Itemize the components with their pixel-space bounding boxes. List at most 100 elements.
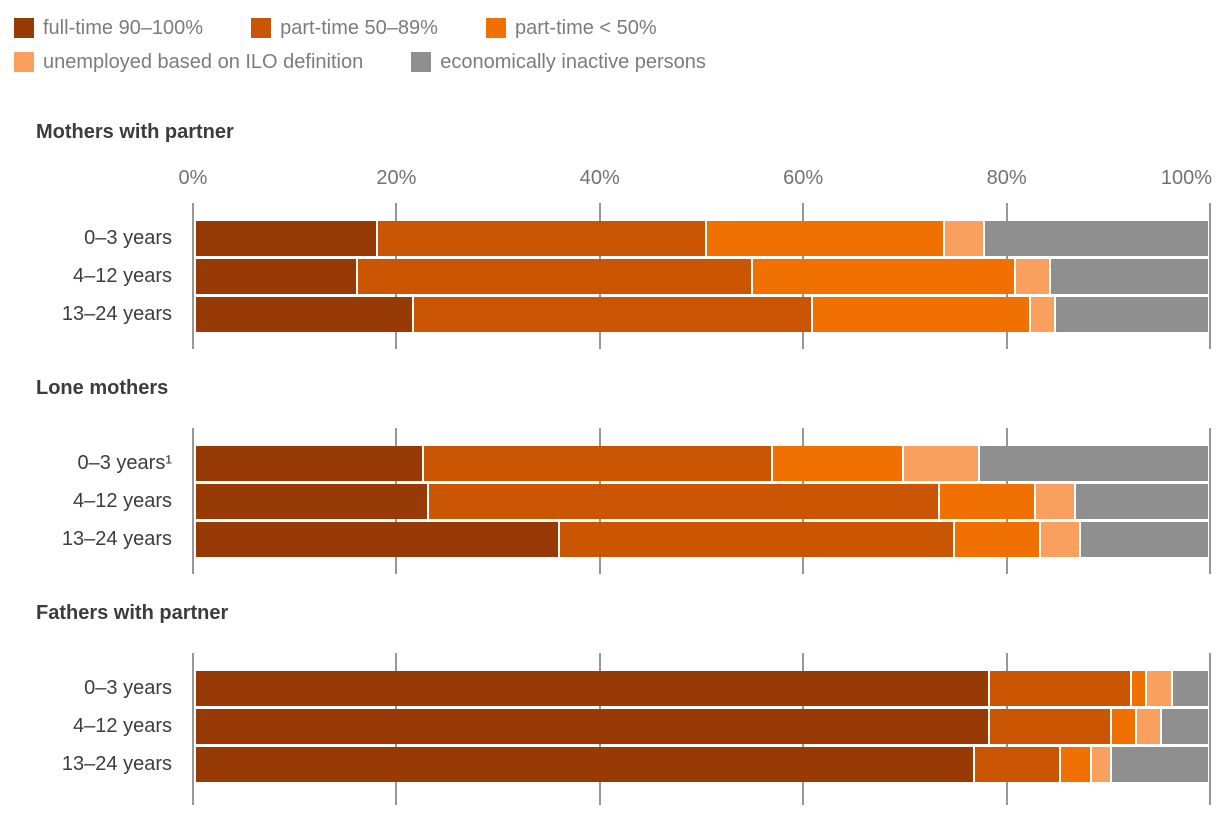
axis-tick-label: 80% — [986, 167, 1027, 189]
axis-tick-label: 0% — [178, 167, 208, 189]
bars-layer — [196, 203, 1208, 349]
bar-segment — [196, 522, 561, 557]
legend-row: full-time 90–100% part-time 50–89% part-ti… — [14, 16, 657, 40]
bar-row — [196, 747, 1208, 782]
bar-segment — [975, 747, 1062, 782]
gridline — [1209, 428, 1211, 574]
bar-segment — [1030, 297, 1057, 332]
section-title: Mothers with partner — [36, 121, 234, 143]
bar-segment — [1132, 671, 1148, 706]
axis-tick-label: 20% — [376, 167, 417, 189]
bar-segment — [196, 747, 976, 782]
legend-label: part-time 50–89% — [280, 16, 438, 39]
bar-row — [196, 484, 1208, 519]
legend-swatch-icon — [14, 52, 34, 72]
axis-tick-label: 40% — [579, 167, 620, 189]
section-title: Fathers with partner — [36, 602, 229, 624]
legend-item: unemployed based on ILO definition — [14, 51, 363, 74]
section-title: Lone mothers — [36, 377, 169, 399]
axis-tick-label: 100% — [1160, 167, 1212, 189]
bar-segment — [196, 671, 991, 706]
bar-segment — [1041, 522, 1082, 557]
row-label: 4–12 years — [73, 715, 172, 737]
bar-segment — [752, 259, 1016, 294]
legend-swatch-icon — [14, 18, 34, 38]
bar-row — [196, 297, 1208, 332]
bar-segment — [1147, 671, 1173, 706]
bar-segment — [1076, 484, 1208, 519]
row-label: 4–12 years — [73, 490, 172, 512]
bar-segment — [1137, 709, 1163, 744]
legend-label: part-time < 50% — [514, 16, 657, 39]
bar-row — [196, 446, 1208, 481]
row-label: 0–3 years — [84, 227, 172, 249]
axis-tick-label: 60% — [783, 167, 824, 189]
row-label: 13–24 years — [61, 528, 172, 550]
plot-area — [192, 653, 1211, 805]
row-label: 13–24 years — [61, 753, 172, 775]
legend-label: unemployed based on ILO definition — [43, 50, 364, 73]
bar-segment — [985, 221, 1208, 256]
bar-segment — [196, 709, 991, 744]
legend-item: part-time < 50% — [485, 16, 657, 40]
bar-segment — [1081, 522, 1208, 557]
bar-row — [196, 709, 1208, 744]
bars-layer — [196, 653, 1208, 805]
bar-segment — [707, 221, 945, 256]
bar-segment — [378, 221, 708, 256]
bar-segment — [1051, 259, 1208, 294]
bar-segment — [423, 446, 773, 481]
bar-row — [196, 671, 1208, 706]
bar-segment — [1035, 484, 1077, 519]
bar-segment — [196, 259, 358, 294]
row-label: 13–24 years — [61, 303, 172, 325]
bar-row — [196, 221, 1208, 256]
bar-segment — [954, 522, 1041, 557]
legend-swatch-icon — [485, 18, 506, 38]
bar-segment — [1061, 747, 1092, 782]
bar-row — [196, 259, 1208, 294]
bar-segment — [196, 297, 414, 332]
legend-swatch-icon — [411, 52, 432, 72]
legend-swatch-icon — [251, 18, 272, 38]
legend-item: full-time 90–100% — [14, 17, 203, 40]
bar-segment — [1111, 709, 1138, 744]
plot-area — [192, 428, 1211, 574]
bar-segment — [196, 484, 429, 519]
legend-item: economically inactive persons — [411, 51, 706, 74]
bar-segment — [1111, 747, 1208, 782]
bar-segment — [1172, 671, 1208, 706]
row-label: 0–3 years¹ — [77, 452, 173, 474]
bar-segment — [428, 484, 940, 519]
gridline — [1209, 203, 1211, 349]
row-label: 4–12 years — [73, 265, 172, 287]
bar-segment — [413, 297, 814, 332]
bar-segment — [813, 297, 1031, 332]
bar-segment — [357, 259, 753, 294]
gridline — [192, 653, 194, 805]
gridline — [192, 428, 194, 574]
bar-segment — [980, 446, 1208, 481]
bar-segment — [196, 221, 379, 256]
bar-segment — [990, 709, 1112, 744]
bar-segment — [904, 446, 981, 481]
bar-segment — [196, 446, 424, 481]
legend-item: part-time 50–89% — [251, 17, 438, 40]
plot-area — [192, 203, 1211, 349]
bar-segment — [1162, 709, 1208, 744]
legend-label: economically inactive persons — [440, 50, 706, 73]
bar-segment — [939, 484, 1036, 519]
bar-row — [196, 522, 1208, 557]
bar-segment — [1015, 259, 1052, 294]
bar-segment — [1091, 747, 1112, 782]
bar-segment — [990, 671, 1133, 706]
gridline — [192, 203, 194, 349]
row-label: 0–3 years — [84, 677, 172, 699]
bar-segment — [772, 446, 905, 481]
bar-segment — [944, 221, 986, 256]
legend-label: full-time 90–100% — [43, 16, 204, 39]
bar-segment — [560, 522, 955, 557]
legend-row: unemployed based on ILO definition econom… — [14, 50, 706, 74]
bars-layer — [196, 428, 1208, 574]
